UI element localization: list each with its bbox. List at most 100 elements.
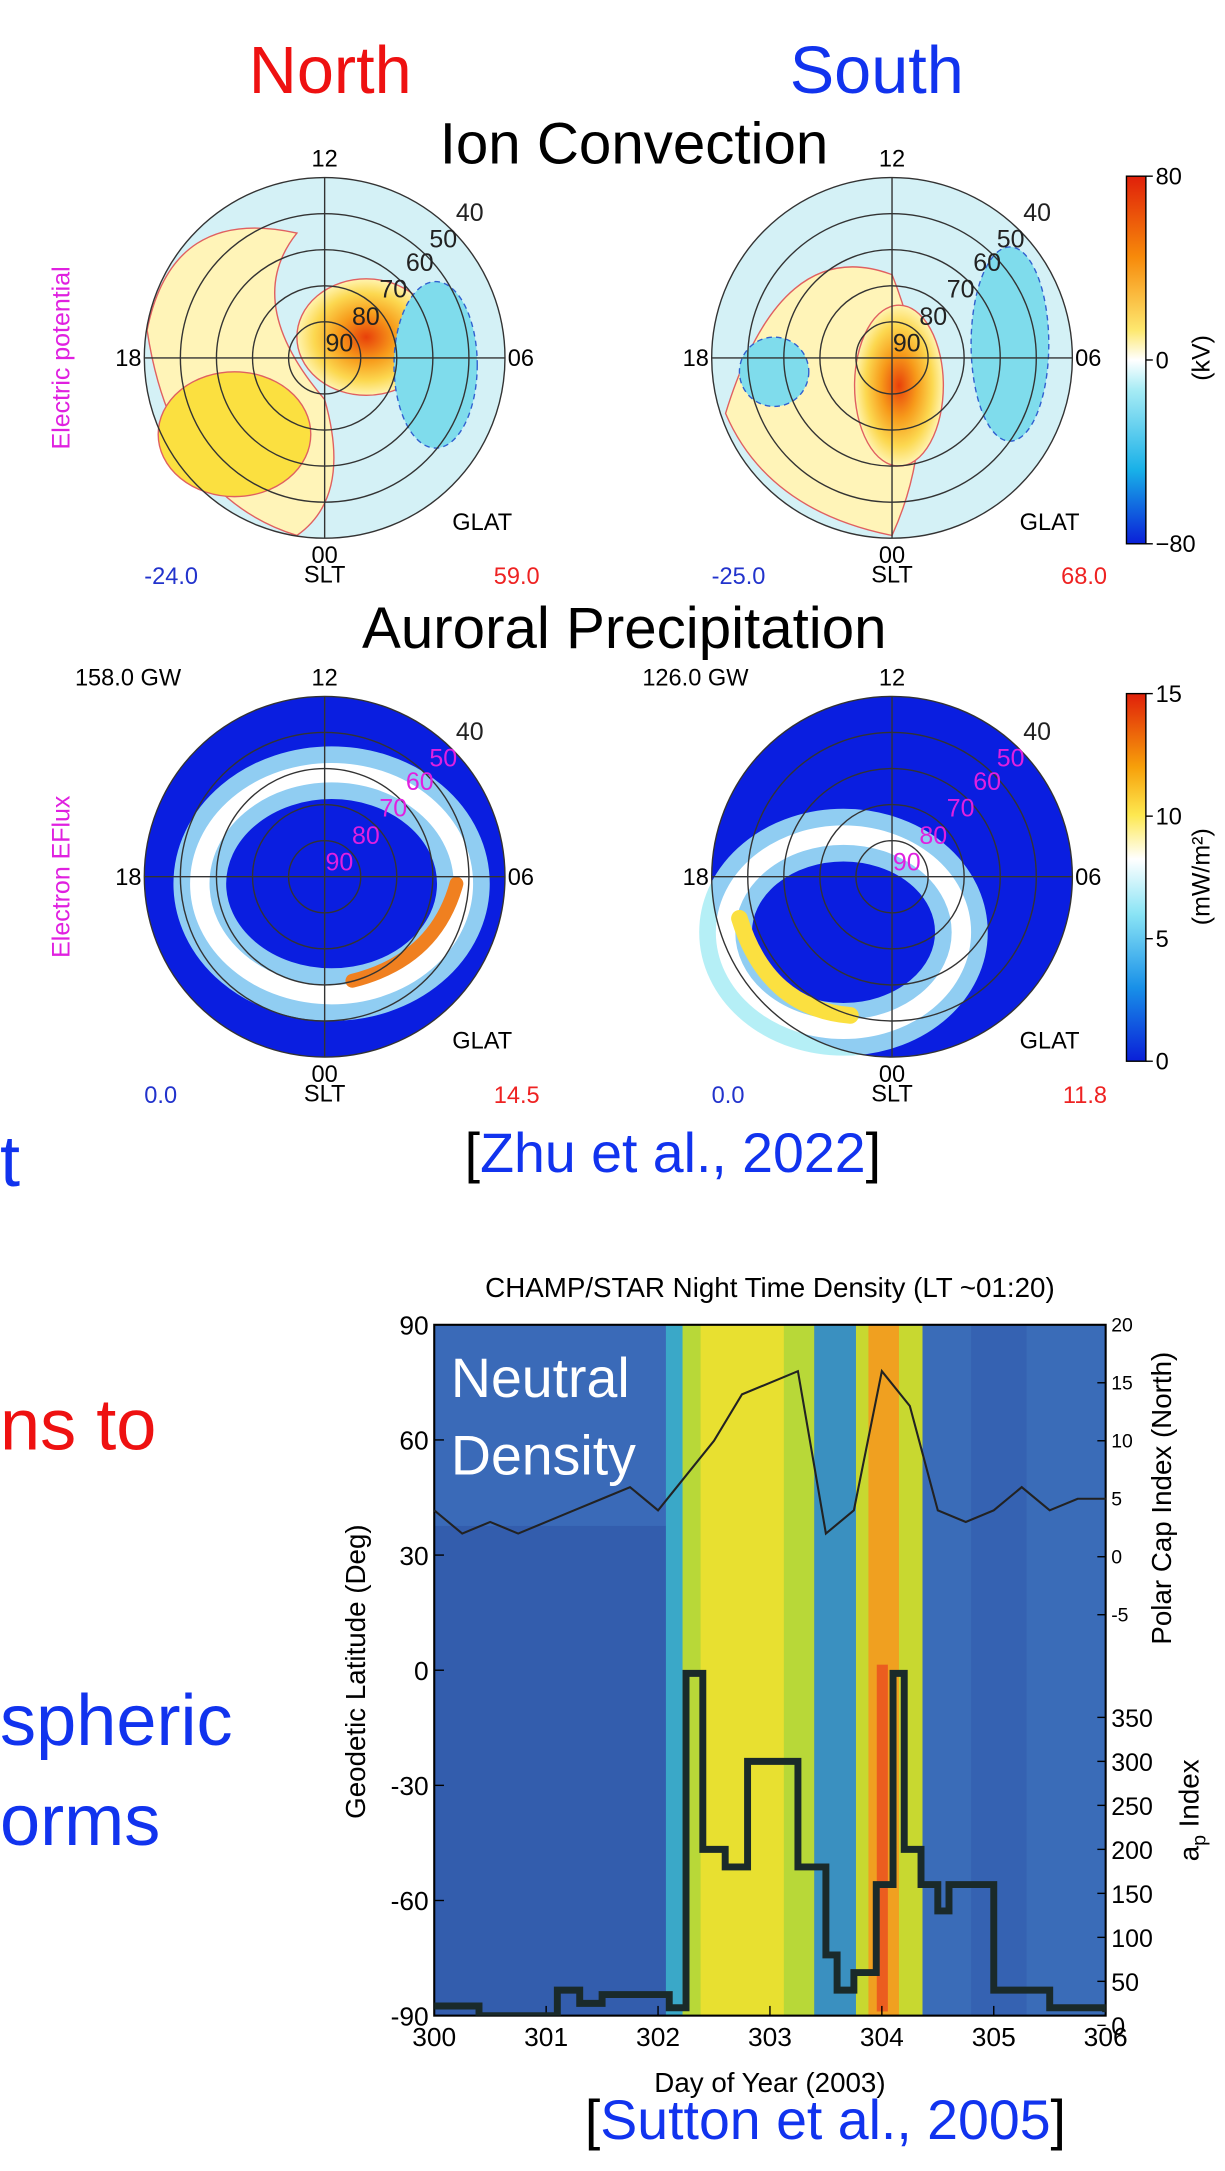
y-tick-label: 0 [414,1656,429,1686]
x-tick-label: 301 [524,2022,568,2052]
latitude-label: 80 [352,822,380,850]
pc-tick-label: 20 [1111,1315,1133,1337]
panel-max: 59.0 [494,563,540,589]
annotation: Neutral [451,1347,630,1409]
pc-tick-label: 5 [1111,1489,1122,1511]
latitude-label: 90 [893,330,921,358]
panel-max: 11.8 [1063,1082,1107,1108]
pc-tick-label: 15 [1111,1373,1133,1395]
x-axis-label: Day of Year (2003) [654,2067,885,2098]
colorbar [1125,692,1147,1062]
polar-label: 18 [115,345,141,371]
south-header: South [790,34,964,108]
bracket: ] [866,1122,881,1184]
latitude-label: 50 [997,744,1025,772]
ap-rest: Index [1174,1759,1205,1835]
polar-label: 00 [312,542,338,568]
ap-index-line [434,1669,1106,2016]
colorbar-tick-label: −80 [1156,531,1196,557]
ap-tick-label: 200 [1111,1837,1153,1865]
ap-tick-label: 150 [1111,1881,1153,1909]
y-tick-label: -90 [391,2001,429,2031]
latitude-label: 40 [456,718,484,746]
panel-max: 14.5 [494,1082,540,1108]
ap-tick-label: 0 [1111,2013,1125,2041]
citation-name: Zhu et al., 2022 [480,1122,865,1184]
aurora-title: Auroral Precipitation [362,596,887,661]
ap-tick-label: 300 [1111,1749,1153,1777]
citation: [Zhu et al., 2022] [465,1122,881,1184]
ion-title: Ion Convection [440,112,829,177]
colorbar-tick-label: 5 [1156,926,1169,952]
colorbar [1125,175,1147,545]
ap-tick-label: 350 [1111,1705,1153,1733]
pc-index-line [433,1368,1106,1536]
polar-label: 18 [683,864,709,890]
citation-name: Sutton et al., 2005 [600,2089,1050,2151]
bracket: [ [585,2089,600,2151]
polar-label: GLAT [1020,1028,1080,1054]
polar-label: 18 [115,864,141,890]
latitude-label: 40 [1023,718,1051,746]
latitude-label: 80 [919,303,947,331]
bracket: ] [1051,2089,1066,2151]
colorbar-tick-label: 15 [1156,681,1182,707]
y-tick-label: 30 [399,1541,428,1571]
polar-label: SLT [304,1080,346,1106]
x-tick-label: 305 [972,2022,1016,2052]
x-tick-label: 304 [860,2022,904,2052]
aurora-ylabel: Electron EFlux [47,795,75,958]
pc-tick-label: -5 [1111,1605,1128,1627]
pc-axis-label: Polar Cap Index (North) [1146,1352,1177,1645]
density-chart: CHAMP/STAR Night Time Density (LT ~01:20… [340,1272,1211,2098]
latitude-label: 90 [893,848,921,876]
panel-min: -24.0 [144,563,198,589]
polar-label: 06 [508,864,534,890]
pc-tick-label: 0 [1111,1547,1122,1569]
latitude-label: 50 [997,226,1025,254]
y-axis-label: Geodetic Latitude (Deg) [340,1524,371,1818]
colorbar-tick-label: 80 [1156,164,1182,190]
x-tick-label: 300 [412,2022,456,2052]
polar-label: GLAT [452,1028,512,1054]
panel-power: 158.0 GW [75,664,182,690]
citation: [Sutton et al., 2005] [585,2089,1066,2151]
potential-region [393,280,478,449]
latitude-label: 60 [973,768,1001,796]
colorbar-tick-label: 0 [1156,1049,1169,1075]
colorbar-tick-label: 0 [1156,347,1169,373]
aurora-peak [731,910,859,1024]
x-tick-label: 306 [1084,2022,1128,2052]
polar-label: 00 [879,1061,905,1087]
ap-index [434,1669,1106,2016]
ap-tick-label: 50 [1111,1969,1139,1997]
slide-fragment: t [0,1122,20,1202]
panel-min: 0.0 [144,1082,177,1108]
potential-region [157,371,312,498]
ap-axis-label: ap Index [1174,1759,1211,1861]
polar-label: 12 [879,664,905,690]
ap-tick-label: 100 [1111,1925,1153,1953]
slide-fragment: ns to [0,1386,156,1466]
polar-label: GLAT [452,509,512,535]
y-tick-label: 60 [399,1426,428,1456]
polar-label: 06 [1075,864,1101,890]
annotation: Density [451,1425,636,1487]
ap-tick-label: 250 [1111,1793,1153,1821]
y-tick-label: -60 [391,1886,429,1916]
latitude-label: 70 [379,276,407,304]
slide-fragment: orms [0,1781,160,1861]
polar-label: 12 [312,145,338,171]
polar-label: 00 [312,1061,338,1087]
chart-title: CHAMP/STAR Night Time Density (LT ~01:20… [485,1272,1055,1303]
panel-min: -25.0 [712,563,766,589]
latitude-label: 60 [406,249,434,277]
latitude-label: 50 [429,226,457,254]
aurora-oval [715,825,972,1040]
